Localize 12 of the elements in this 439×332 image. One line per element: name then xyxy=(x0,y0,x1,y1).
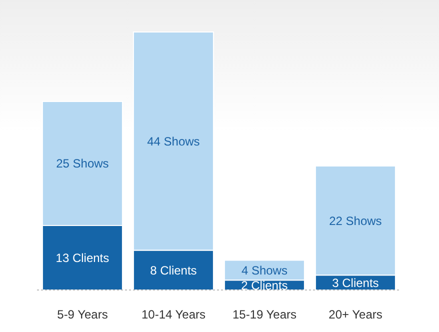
data-label: 2 Clients xyxy=(241,278,288,292)
data-label: 25 Shows xyxy=(56,156,109,171)
data-label: 4 Shows xyxy=(241,263,288,278)
x-tick-label: 15-19 Years xyxy=(232,308,297,322)
x-tick-label: 10-14 Years xyxy=(141,308,206,322)
x-tick-label: 5-9 Years xyxy=(57,308,108,322)
data-label: 44 Shows xyxy=(147,134,200,148)
x-tick-label: 20+ Years xyxy=(328,308,382,322)
data-label: 3 Clients xyxy=(332,276,379,290)
data-label: 22 Shows xyxy=(329,214,382,228)
data-label: 13 Clients xyxy=(56,251,110,266)
data-label: 8 Clients xyxy=(150,263,197,278)
